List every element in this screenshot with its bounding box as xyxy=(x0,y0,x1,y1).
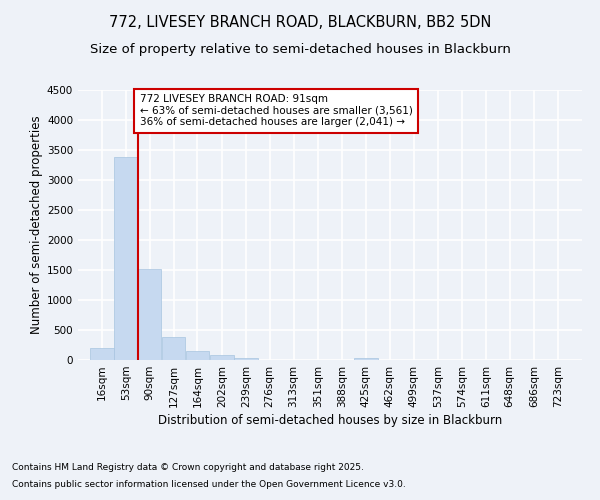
Bar xyxy=(354,358,377,360)
Text: 772, LIVESEY BRANCH ROAD, BLACKBURN, BB2 5DN: 772, LIVESEY BRANCH ROAD, BLACKBURN, BB2… xyxy=(109,15,491,30)
Bar xyxy=(162,337,185,360)
Text: 772 LIVESEY BRANCH ROAD: 91sqm
← 63% of semi-detached houses are smaller (3,561): 772 LIVESEY BRANCH ROAD: 91sqm ← 63% of … xyxy=(140,94,413,128)
Text: Contains public sector information licensed under the Open Government Licence v3: Contains public sector information licen… xyxy=(12,480,406,489)
Bar xyxy=(90,348,113,360)
Bar xyxy=(210,355,233,360)
Bar xyxy=(234,358,257,360)
Text: Size of property relative to semi-detached houses in Blackburn: Size of property relative to semi-detach… xyxy=(89,42,511,56)
Bar xyxy=(185,350,209,360)
Text: Contains HM Land Registry data © Crown copyright and database right 2025.: Contains HM Land Registry data © Crown c… xyxy=(12,464,364,472)
Bar xyxy=(114,157,137,360)
X-axis label: Distribution of semi-detached houses by size in Blackburn: Distribution of semi-detached houses by … xyxy=(158,414,502,427)
Y-axis label: Number of semi-detached properties: Number of semi-detached properties xyxy=(30,116,43,334)
Bar xyxy=(138,270,161,360)
